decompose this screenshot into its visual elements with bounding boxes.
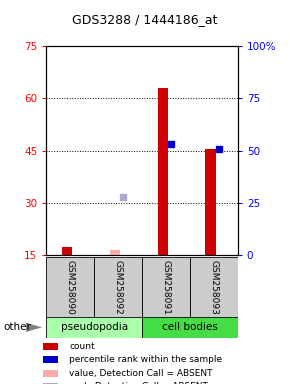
Bar xyxy=(62,247,72,255)
Text: GSM258091: GSM258091 xyxy=(162,260,171,314)
Bar xyxy=(43,343,58,350)
Text: GSM258093: GSM258093 xyxy=(209,260,218,314)
Bar xyxy=(43,370,58,377)
Bar xyxy=(46,257,94,317)
Text: percentile rank within the sample: percentile rank within the sample xyxy=(69,356,222,364)
Bar xyxy=(157,88,168,255)
Bar xyxy=(142,257,190,317)
Bar xyxy=(142,317,238,338)
Text: pseudopodia: pseudopodia xyxy=(61,322,128,333)
Bar xyxy=(43,383,58,384)
Text: GDS3288 / 1444186_at: GDS3288 / 1444186_at xyxy=(72,13,218,26)
Bar xyxy=(190,257,238,317)
Bar xyxy=(94,257,142,317)
Bar xyxy=(46,317,142,338)
Bar xyxy=(205,149,216,255)
Polygon shape xyxy=(26,323,42,332)
Text: count: count xyxy=(69,342,95,351)
Text: rank, Detection Call = ABSENT: rank, Detection Call = ABSENT xyxy=(69,382,208,384)
Text: other: other xyxy=(3,322,31,333)
Bar xyxy=(43,356,58,363)
Text: GSM258090: GSM258090 xyxy=(66,260,75,314)
Text: value, Detection Call = ABSENT: value, Detection Call = ABSENT xyxy=(69,369,213,378)
Bar xyxy=(110,250,120,255)
Text: GSM258092: GSM258092 xyxy=(114,260,123,314)
Text: cell bodies: cell bodies xyxy=(162,322,218,333)
